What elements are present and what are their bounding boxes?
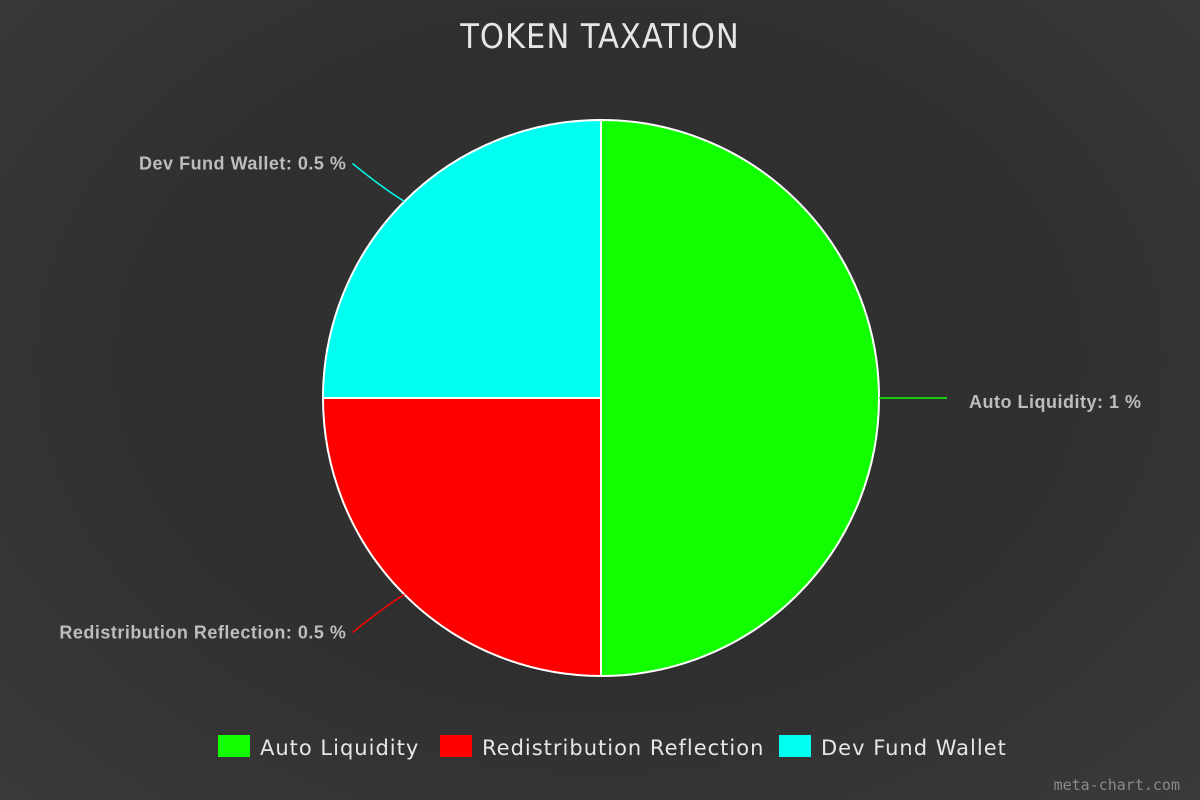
pie-slice-auto-liquidity	[600, 118, 880, 678]
pie-slice-dev-fund-wallet	[321, 118, 602, 399]
pie-slices	[321, 118, 880, 678]
leader-line-redistribution-reflection	[351, 593, 405, 634]
legend-label-redistribution-reflection: Redistribution Reflection	[482, 736, 764, 760]
legend-swatch-auto-liquidity	[218, 735, 250, 757]
legend-label-dev-fund-wallet: Dev Fund Wallet	[821, 736, 1007, 760]
label-leader-lines	[351, 162, 947, 634]
slice-label-redistribution-reflection: Redistribution Reflection: 0.5 %	[59, 623, 346, 643]
watermark: meta-chart.com	[1054, 776, 1180, 794]
legend-swatch-redistribution-reflection	[440, 735, 472, 757]
chart-title: TOKEN TAXATION	[459, 17, 740, 57]
slice-labels: Auto Liquidity: 1 % Redistribution Reflec…	[59, 153, 1141, 642]
legend: Auto Liquidity Redistribution Reflection…	[218, 735, 1007, 760]
leader-line-dev-fund-wallet	[351, 162, 405, 203]
slice-label-dev-fund-wallet: Dev Fund Wallet: 0.5 %	[139, 153, 346, 173]
legend-swatch-dev-fund-wallet	[779, 735, 811, 757]
pie-slice-redistribution-reflection	[321, 397, 602, 678]
legend-label-auto-liquidity: Auto Liquidity	[260, 736, 419, 760]
slice-label-auto-liquidity: Auto Liquidity: 1 %	[969, 392, 1141, 412]
